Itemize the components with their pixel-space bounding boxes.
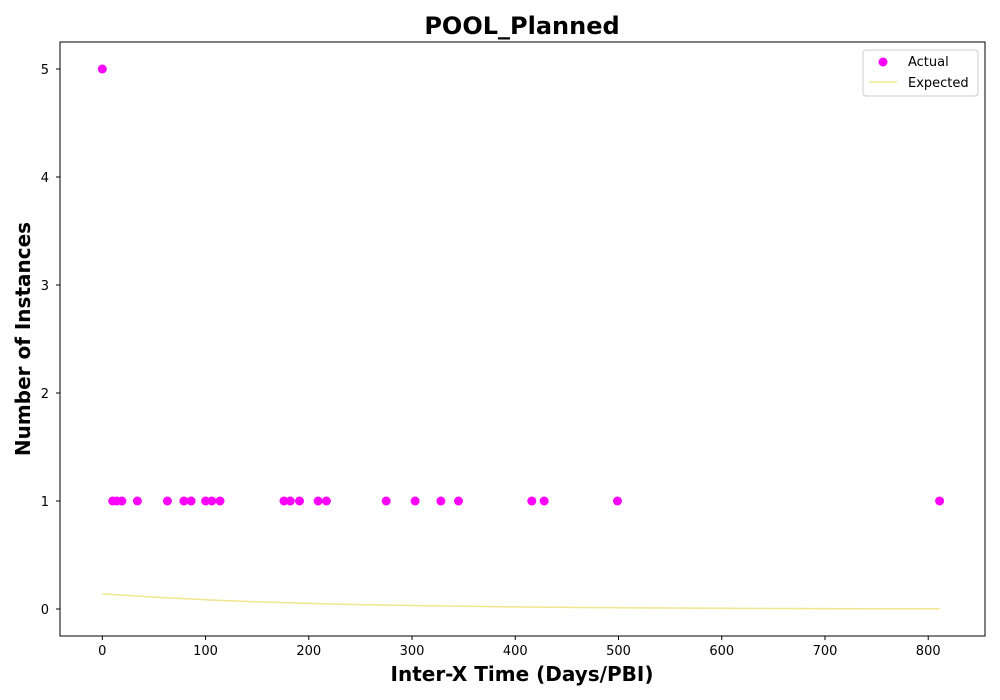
chart-title: POOL_Planned (424, 12, 619, 40)
x-tick-label: 800 (916, 644, 941, 659)
actual-point (186, 496, 196, 506)
actual-point (313, 496, 323, 506)
x-axis-label: Inter-X Time (Days/PBI) (391, 662, 654, 686)
actual-point (539, 496, 549, 506)
actual-point (207, 496, 217, 506)
x-tick-label: 200 (296, 644, 321, 659)
y-tick-label: 0 (41, 603, 49, 618)
actual-point (321, 496, 331, 506)
plot-frame (59, 41, 986, 637)
actual-point (162, 496, 172, 506)
actual-point (285, 496, 295, 506)
x-tick-label: 0 (98, 644, 106, 659)
actual-point (132, 496, 142, 506)
actual-point (179, 496, 189, 506)
x-tick-label: 100 (193, 644, 218, 659)
actual-point (613, 496, 622, 506)
actual-point (935, 496, 945, 506)
y-tick-label: 5 (41, 63, 49, 78)
y-tick-label: 3 (41, 279, 49, 294)
actual-point (215, 496, 225, 506)
plot-area (97, 64, 945, 610)
x-tick-label: 400 (503, 644, 528, 659)
x-tick-label: 700 (813, 644, 838, 659)
legend-label-actual: Actual (908, 55, 949, 70)
y-tick-label: 1 (41, 495, 49, 510)
actual-point (410, 496, 420, 506)
x-tick-label: 600 (709, 644, 734, 659)
actual-point (279, 496, 289, 506)
plot-background (60, 42, 985, 636)
actual-point (436, 496, 446, 506)
actual-point (295, 496, 304, 506)
y-tick-label: 4 (41, 171, 49, 186)
legend-box (862, 49, 979, 97)
y-axis: 0 1 2 3 4 5 (41, 63, 60, 618)
y-tick-label: 2 (41, 387, 49, 402)
actual-point (381, 496, 391, 506)
actual-point (97, 64, 107, 74)
x-axis: 0 100 200 300 400 500 600 700 800 (98, 636, 941, 659)
expected-line (102, 593, 940, 610)
y-axis-label: Number of Instances (11, 222, 35, 456)
actual-point (117, 496, 127, 506)
x-tick-label: 500 (606, 644, 631, 659)
actual-point (201, 496, 211, 506)
legend-label-expected: Expected (908, 76, 969, 91)
legend-marker-actual (878, 57, 888, 67)
actual-point (527, 496, 537, 506)
actual-point (454, 496, 463, 506)
x-tick-label: 300 (400, 644, 425, 659)
legend: Actual Expected (862, 49, 979, 97)
